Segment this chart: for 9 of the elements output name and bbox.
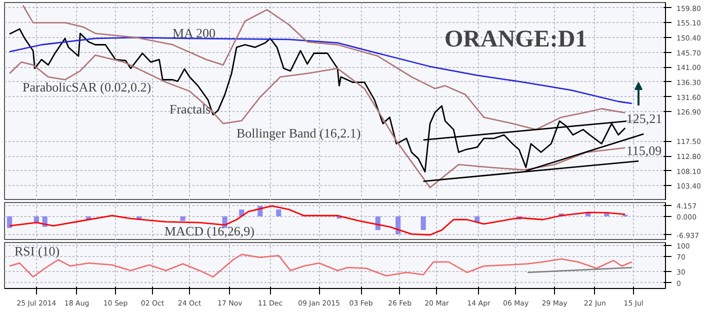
annotation: Bollinger Band (16,2.1) xyxy=(236,126,361,140)
annotation: Fractals xyxy=(170,102,211,116)
annotation: 125,21 xyxy=(626,110,662,126)
text: ORANGE:D1 xyxy=(444,26,588,52)
annotation: ParabolicSAR (0.02,0.2) xyxy=(22,80,152,94)
annotation: 115,09 xyxy=(626,142,662,158)
annotation: MACD (16,26,9) xyxy=(164,224,254,238)
annotation: MA 200 xyxy=(172,26,216,40)
annotation: RSI (10) xyxy=(14,244,60,258)
